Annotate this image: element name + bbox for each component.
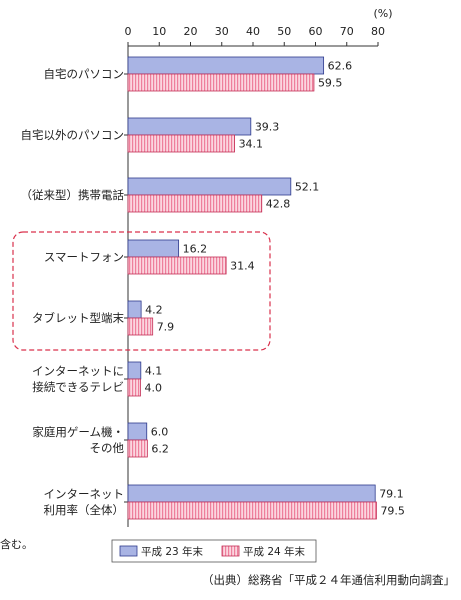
bar-value-label: 4.1 (145, 365, 163, 378)
category-label: （従来型）携帯電話 (21, 188, 125, 202)
bar-value-label: 52.1 (295, 181, 320, 194)
legend-swatch-2012 (221, 545, 240, 557)
legend-label-2012: 平成 24 年末 (243, 545, 306, 558)
bar-value-label: 62.6 (328, 60, 353, 73)
bar-value-label: 34.1 (239, 138, 264, 151)
footnote-fragment: 含む。 (0, 537, 33, 551)
bar (127, 422, 148, 441)
bar (127, 194, 263, 213)
bar-value-label: 4.0 (145, 382, 163, 395)
bar (127, 317, 154, 336)
bar (127, 501, 377, 520)
x-tick-label: 0 (125, 25, 132, 38)
bar-value-label: 16.2 (183, 243, 208, 256)
bar-value-label: 4.2 (145, 304, 163, 317)
category-label: 利用率（全体） (44, 503, 125, 517)
source-note: （出典）総務省「平成２４年通信利用動向調査」 (202, 573, 455, 587)
bar-value-label: 6.0 (151, 426, 169, 439)
bar (127, 361, 142, 380)
category-label: 自宅のパソコン (44, 67, 125, 81)
unit-label: (%) (373, 7, 392, 20)
bar (127, 439, 148, 458)
bar (127, 177, 292, 196)
bar (127, 378, 141, 397)
legend-swatch-2011 (119, 545, 138, 557)
legend-label-2011: 平成 23 年末 (141, 545, 204, 558)
legend-box (111, 539, 317, 563)
bar-value-label: 79.1 (379, 488, 404, 501)
bar (127, 256, 227, 275)
category-label: 自宅以外のパソコン (21, 128, 125, 142)
x-axis-ticks: 0 10 20 30 40 50 60 70 80 (125, 25, 385, 46)
x-tick-label: 30 (215, 25, 229, 38)
category-label: 接続できるテレビ (32, 380, 124, 394)
x-tick-label: 10 (152, 25, 166, 38)
category-label: タブレット型端末 (32, 311, 124, 325)
bar (127, 56, 325, 75)
category-label: インターネットに (32, 364, 124, 378)
x-tick-label: 80 (371, 25, 385, 38)
bar (127, 239, 180, 258)
x-tick-label: 20 (184, 25, 198, 38)
category-label: その他 (90, 441, 125, 455)
category-label: スマートフォン (44, 250, 124, 264)
bar-value-label: 31.4 (230, 260, 255, 273)
x-tick-label: 60 (309, 25, 323, 38)
bar-value-label: 6.2 (151, 443, 169, 456)
bar (127, 134, 235, 153)
bar-value-label: 59.5 (318, 77, 343, 90)
bar-value-label: 42.8 (266, 198, 291, 211)
x-tick-label: 70 (340, 25, 354, 38)
bar (127, 117, 252, 136)
bar (127, 300, 142, 319)
category-label: 家庭用ゲーム機・ (32, 425, 124, 439)
x-tick-label: 50 (277, 25, 291, 38)
bars (127, 56, 377, 520)
highlight-box (12, 231, 271, 351)
bar-value-label: 7.9 (157, 321, 175, 334)
bar (127, 484, 376, 503)
category-label: インターネット (44, 487, 125, 501)
value-labels: 62.6 39.3 52.1 16.2 4.2 4.1 6.0 79.1 59.5 34.1 42.… (145, 60, 405, 518)
bar (127, 73, 315, 92)
x-tick-label: 40 (246, 25, 260, 38)
bar-value-label: 79.5 (380, 505, 405, 518)
bar-value-label: 39.3 (255, 121, 280, 134)
